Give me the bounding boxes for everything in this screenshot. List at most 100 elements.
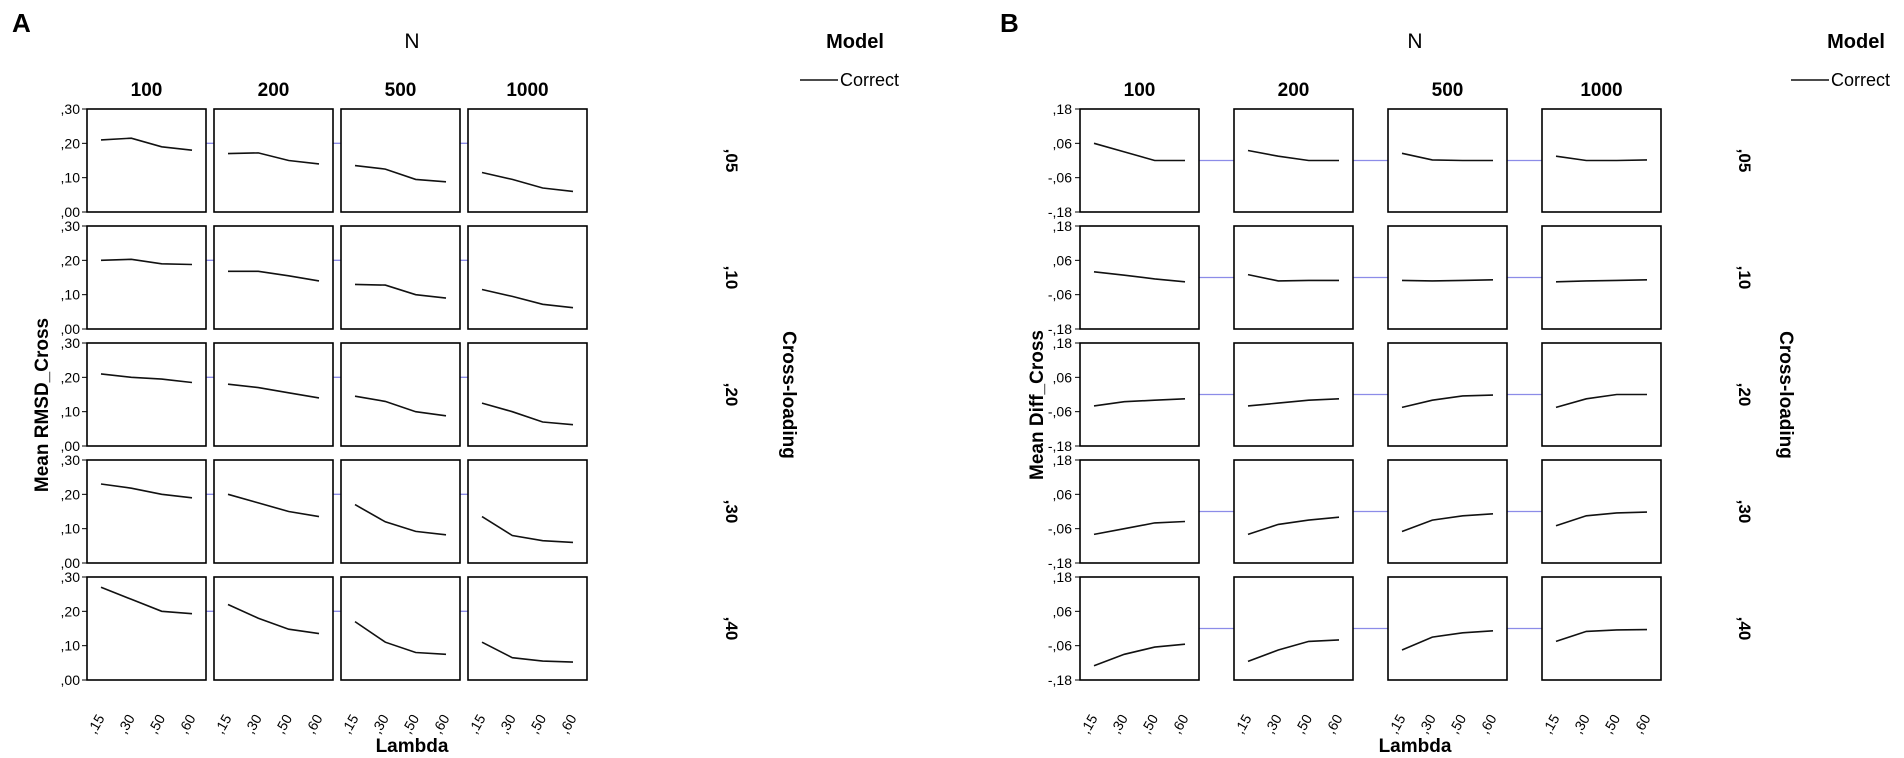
series-line — [100, 483, 193, 499]
column-facet-label: 200 — [258, 80, 290, 101]
facet-box — [340, 225, 461, 330]
facet-box — [213, 342, 334, 447]
y-tick-label: ,20 — [61, 603, 81, 619]
y-tick-label: -,18 — [1048, 321, 1072, 337]
series-line — [1093, 142, 1185, 162]
series-line — [1401, 394, 1494, 409]
facet-box — [213, 108, 334, 213]
facet-box — [1233, 576, 1354, 681]
column-facet-label: 100 — [1124, 80, 1156, 101]
y-tick-label: ,18 — [1053, 101, 1073, 117]
y-tick-label: ,00 — [61, 204, 81, 220]
series-line — [227, 603, 320, 635]
facet-box — [1541, 576, 1662, 681]
x-tick-label: ,50 — [526, 711, 550, 736]
series-line — [100, 258, 193, 266]
y-tick-label: ,18 — [1053, 218, 1073, 234]
facet-box — [86, 108, 207, 213]
series-line — [354, 395, 447, 417]
y-tick-label: ,30 — [61, 569, 81, 585]
y-tick-label: -,06 — [1048, 170, 1072, 186]
series-line — [1401, 513, 1494, 533]
series-line — [354, 503, 447, 536]
facet-box — [467, 225, 588, 330]
panel-letter: B — [1000, 8, 1019, 38]
x-tick-label: ,15 — [84, 711, 108, 736]
x-tick-label: ,30 — [368, 711, 392, 736]
x-tick-label: ,60 — [175, 711, 199, 736]
x-tick-label: ,60 — [1168, 711, 1192, 736]
x-tick-label: ,50 — [1600, 711, 1624, 736]
facet-box — [467, 459, 588, 564]
series-line — [1093, 271, 1186, 283]
series-line — [100, 137, 193, 151]
x-tick-label: ,60 — [556, 711, 580, 736]
x-tick-label: ,50 — [272, 711, 296, 736]
y-tick-label: ,20 — [61, 486, 81, 502]
facet-box — [467, 342, 588, 447]
x-tick-label: ,60 — [1630, 711, 1654, 736]
facet-box — [213, 459, 334, 564]
column-facet-title: N — [404, 30, 419, 53]
facet-box — [340, 108, 461, 213]
y-tick-label: ,30 — [61, 335, 81, 351]
series-line — [1093, 398, 1186, 407]
facet-box — [86, 459, 207, 564]
x-tick-label: ,50 — [399, 711, 423, 736]
series-line — [1247, 398, 1340, 407]
y-tick-label: ,30 — [61, 101, 81, 117]
series-line — [1555, 511, 1648, 527]
series-line — [1555, 155, 1648, 162]
x-tick-label: ,50 — [1292, 711, 1316, 736]
x-tick-label: ,60 — [1476, 711, 1500, 736]
y-tick-label: -,18 — [1048, 672, 1072, 688]
facet-box — [86, 342, 207, 447]
y-tick-label: ,06 — [1053, 486, 1073, 502]
series-line — [481, 288, 574, 309]
y-tick-label: ,06 — [1053, 252, 1073, 268]
series-line — [1555, 628, 1648, 643]
x-tick-label: ,30 — [495, 711, 519, 736]
x-tick-label: ,50 — [145, 711, 169, 736]
x-tick-label: ,30 — [114, 711, 138, 736]
y-tick-label: -,18 — [1048, 438, 1072, 454]
facet-box — [340, 342, 461, 447]
x-axis-title: Lambda — [376, 736, 449, 757]
legend-entry: Correct — [1831, 70, 1890, 90]
x-tick-label: ,60 — [429, 711, 453, 736]
y-tick-label: ,06 — [1053, 603, 1073, 619]
y-tick-label: ,30 — [61, 452, 81, 468]
series-line — [1247, 639, 1340, 663]
x-tick-label: ,15 — [338, 711, 362, 736]
y-tick-label: ,10 — [61, 404, 81, 420]
series-line — [354, 164, 447, 183]
row-facet-label: ,05 — [1735, 149, 1754, 173]
facet-box — [340, 459, 461, 564]
y-tick-label: ,10 — [61, 287, 81, 303]
series-line — [1555, 279, 1648, 283]
series-line — [1247, 273, 1339, 282]
x-tick-label: ,60 — [1322, 711, 1346, 736]
x-tick-label: ,30 — [1261, 711, 1285, 736]
row-facet-label: ,10 — [1735, 266, 1754, 290]
x-tick-label: ,15 — [1539, 711, 1563, 736]
y-tick-label: ,10 — [61, 170, 81, 186]
y-tick-label: ,00 — [61, 438, 81, 454]
row-facet-label: ,40 — [1735, 617, 1754, 641]
x-tick-label: ,15 — [1385, 711, 1409, 736]
series-line — [228, 270, 320, 282]
x-tick-label: ,30 — [1107, 711, 1131, 736]
y-tick-label: ,10 — [61, 638, 81, 654]
y-tick-label: ,10 — [61, 521, 81, 537]
series-line — [100, 586, 193, 615]
y-tick-label: ,00 — [61, 555, 81, 571]
x-tick-label: ,30 — [241, 711, 265, 736]
row-facet-label: ,30 — [722, 500, 741, 524]
series-line — [354, 620, 447, 656]
facet-box — [86, 576, 207, 681]
panel-letter: A — [12, 8, 31, 38]
series-line — [227, 383, 320, 399]
x-tick-label: ,50 — [1138, 711, 1162, 736]
series-line — [227, 152, 320, 165]
